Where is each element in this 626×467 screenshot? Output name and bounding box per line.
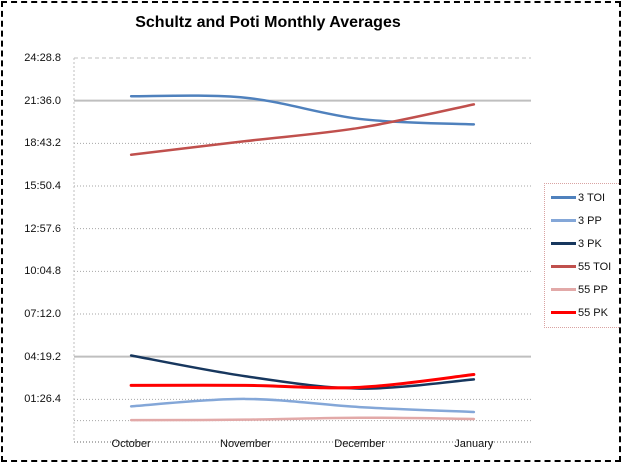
legend-line-swatch [551,242,576,245]
series-line-3-toi [129,94,476,126]
series-line-55-pk [129,372,476,390]
y-axis-tick-label: 15:50.4 [24,180,61,192]
chart-frame: Schultz and Poti Monthly Averages 24:28.… [1,1,621,462]
legend-label: 3 PP [578,214,602,227]
legend-line-swatch [551,288,576,291]
y-axis-tick-label: 12:57.6 [24,222,61,235]
legend-label: 55 TOI [578,260,612,273]
legend-label: 55 PP [578,283,608,296]
legend-line-swatch [551,311,576,314]
chart-title: Schultz and Poti Monthly Averages [135,14,401,31]
y-axis-tick-label: 18:43.2 [24,137,61,150]
y-axis-tick-label: 01:26.4 [24,393,61,406]
legend: 3 TOI 3 PP 3 PK 55 TOI 55 PP 55 PK [544,183,619,328]
legend-item-3-pk: 3 PK [551,232,619,255]
y-axis-tick-label: 10:04.8 [24,265,61,278]
legend-item-55-toi: 55 TOI [551,255,619,278]
legend-line-swatch [551,265,576,268]
y-axis-tick-label: 24:28.8 [24,52,61,64]
legend-line-swatch [551,219,576,222]
x-axis-tick-label: January [454,438,494,450]
legend-item-3-pp: 3 PP [551,209,619,232]
x-axis-tick-label: October [111,438,151,450]
series-line-3-pp [129,397,476,414]
series-line-55-toi [129,103,476,156]
legend-label: 55 PK [578,306,608,319]
legend-item-55-pk: 55 PK [551,301,619,324]
series-line-55-pp [129,416,476,422]
plot-area [73,57,531,443]
y-axis-tick-label: 04:19.2 [24,350,61,363]
legend-label: 3 PK [578,237,602,250]
x-axis-tick-label: November [220,438,271,450]
x-axis-tick-label: December [334,438,385,450]
legend-line-swatch [551,196,576,199]
series-line-3-pk [129,354,476,390]
y-axis-tick-label: 07:12.0 [24,308,61,320]
legend-item-55-pp: 55 PP [551,278,619,301]
legend-item-3-toi: 3 TOI [551,186,619,209]
y-axis-tick-label: 21:36.0 [24,94,61,107]
legend-label: 3 TOI [578,191,606,204]
